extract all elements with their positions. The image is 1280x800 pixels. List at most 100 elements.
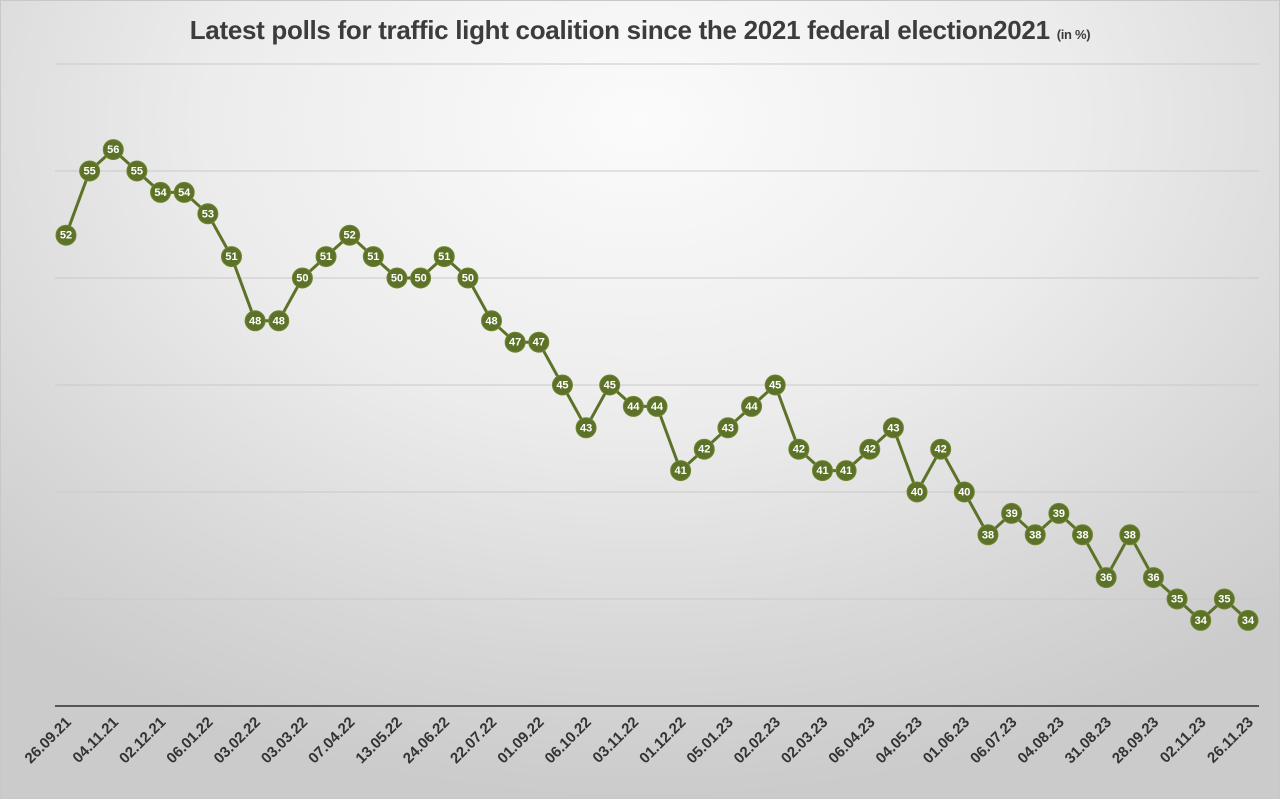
data-point-marker bbox=[1190, 609, 1212, 631]
data-label: 36 bbox=[1100, 572, 1112, 584]
data-point: 42 bbox=[930, 438, 952, 460]
x-tick-label: 05.01.23 bbox=[683, 714, 736, 767]
data-label: 44 bbox=[627, 401, 640, 413]
data-point: 42 bbox=[693, 438, 715, 460]
data-label: 38 bbox=[1076, 529, 1088, 541]
data-label: 42 bbox=[698, 444, 710, 456]
x-tick-label: 24.06.22 bbox=[400, 714, 453, 767]
data-point: 38 bbox=[977, 524, 999, 546]
data-point: 50 bbox=[457, 267, 479, 289]
data-label: 53 bbox=[202, 208, 214, 220]
x-tick-label: 01.09.22 bbox=[494, 714, 547, 767]
data-label: 48 bbox=[273, 315, 285, 327]
data-point: 34 bbox=[1190, 609, 1212, 631]
data-label: 34 bbox=[1242, 615, 1255, 627]
x-tick-label: 01.12.22 bbox=[636, 714, 689, 767]
data-point: 45 bbox=[551, 374, 573, 396]
data-point-marker bbox=[835, 460, 857, 482]
x-tick-label: 26.11.23 bbox=[1204, 714, 1257, 767]
data-label: 50 bbox=[462, 273, 474, 285]
x-tick-label: 31.08.23 bbox=[1062, 714, 1115, 767]
chart-title: Latest polls for traffic light coalition… bbox=[1, 15, 1279, 46]
data-point: 38 bbox=[1119, 524, 1141, 546]
x-tick-label: 03.03.22 bbox=[258, 714, 311, 767]
data-point-marker bbox=[930, 438, 952, 460]
data-label: 42 bbox=[864, 444, 876, 456]
data-point-marker bbox=[953, 481, 975, 503]
gridlines bbox=[55, 63, 1259, 600]
data-label: 56 bbox=[107, 144, 119, 156]
data-label: 50 bbox=[414, 273, 426, 285]
x-tick-label: 06.07.23 bbox=[967, 714, 1020, 767]
x-tick-label: 02.11.23 bbox=[1157, 714, 1210, 767]
data-point-marker bbox=[102, 139, 124, 161]
data-point: 40 bbox=[953, 481, 975, 503]
x-tick-label: 26.09.21 bbox=[22, 714, 75, 767]
data-point-marker bbox=[764, 374, 786, 396]
data-point: 42 bbox=[859, 438, 881, 460]
data-point-marker bbox=[291, 267, 313, 289]
data-label: 35 bbox=[1171, 594, 1183, 606]
data-point: 47 bbox=[504, 331, 526, 353]
data-point: 54 bbox=[173, 181, 195, 203]
data-point: 38 bbox=[1072, 524, 1094, 546]
data-point: 55 bbox=[126, 160, 148, 182]
data-point: 45 bbox=[599, 374, 621, 396]
data-point-marker bbox=[622, 395, 644, 417]
x-tick-labels: 26.09.2104.11.2102.12.2106.01.2203.02.22… bbox=[22, 714, 1257, 767]
data-label: 45 bbox=[769, 380, 781, 392]
x-tick-label: 22.07.22 bbox=[447, 714, 500, 767]
data-point-marker bbox=[859, 438, 881, 460]
data-point-marker bbox=[1142, 567, 1164, 589]
data-label: 42 bbox=[935, 444, 947, 456]
data-point-marker bbox=[55, 224, 77, 246]
data-point-marker bbox=[741, 395, 763, 417]
data-label: 36 bbox=[1147, 572, 1159, 584]
data-label: 41 bbox=[675, 465, 687, 477]
data-point-marker bbox=[1001, 502, 1023, 524]
data-point-marker bbox=[197, 203, 219, 225]
x-tick-label: 04.11.21 bbox=[69, 714, 122, 767]
data-label: 40 bbox=[958, 487, 970, 499]
data-point-marker bbox=[362, 246, 384, 268]
markers: 52 55 56 55 54 54 53 51 48 48 50 51 52 51 50 50 51 50 48 47… bbox=[55, 139, 1259, 631]
x-tick-label: 06.04.23 bbox=[825, 714, 878, 767]
data-point-marker bbox=[693, 438, 715, 460]
data-point-marker bbox=[977, 524, 999, 546]
data-point-marker bbox=[1166, 588, 1188, 610]
data-label: 41 bbox=[840, 465, 852, 477]
data-point-marker bbox=[1095, 567, 1117, 589]
data-point-marker bbox=[575, 417, 597, 439]
data-point: 51 bbox=[220, 246, 242, 268]
x-tick-label: 03.02.22 bbox=[211, 714, 264, 767]
data-label: 47 bbox=[533, 337, 545, 349]
data-point: 38 bbox=[1024, 524, 1046, 546]
data-point: 52 bbox=[55, 224, 77, 246]
data-label: 51 bbox=[225, 251, 237, 263]
data-point: 39 bbox=[1048, 502, 1070, 524]
x-tick-label: 28.09.23 bbox=[1109, 714, 1162, 767]
chart-title-unit: (in %) bbox=[1056, 27, 1091, 42]
data-point-marker bbox=[1072, 524, 1094, 546]
data-point-marker bbox=[339, 224, 361, 246]
data-label: 41 bbox=[816, 465, 828, 477]
data-point-marker bbox=[386, 267, 408, 289]
data-point-marker bbox=[1237, 609, 1259, 631]
data-point: 36 bbox=[1095, 567, 1117, 589]
data-point-marker bbox=[126, 160, 148, 182]
data-point: 42 bbox=[788, 438, 810, 460]
data-label: 44 bbox=[745, 401, 758, 413]
x-tick-label: 02.12.21 bbox=[116, 714, 169, 767]
data-point: 50 bbox=[410, 267, 432, 289]
chart-title-text: Latest polls for traffic light coalition… bbox=[189, 15, 1050, 45]
data-point-marker bbox=[173, 181, 195, 203]
data-label: 51 bbox=[438, 251, 450, 263]
data-point-marker bbox=[410, 267, 432, 289]
x-tick-label: 07.04.22 bbox=[305, 714, 358, 767]
data-point-marker bbox=[1119, 524, 1141, 546]
data-point-marker bbox=[551, 374, 573, 396]
x-tick-label: 02.02.23 bbox=[731, 714, 784, 767]
data-label: 44 bbox=[651, 401, 664, 413]
data-point-marker bbox=[906, 481, 928, 503]
